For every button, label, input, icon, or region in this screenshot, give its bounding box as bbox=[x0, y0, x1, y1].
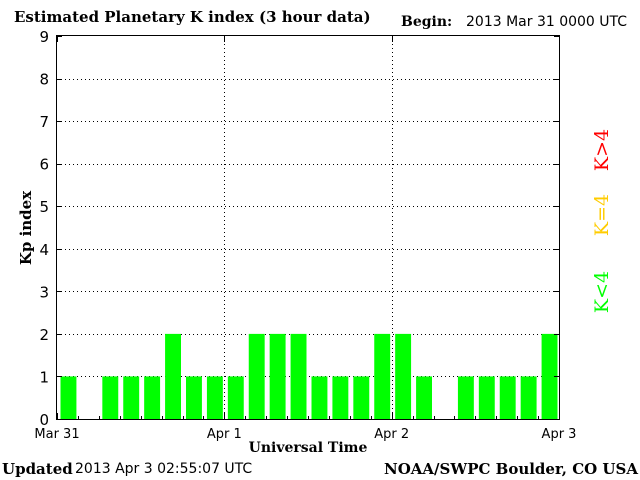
updated-value: 2013 Apr 3 02:55:07 UTC bbox=[75, 461, 253, 477]
y-axis-label: Kp index bbox=[17, 190, 35, 266]
kp-bar bbox=[353, 376, 370, 419]
y-tick-label: 4 bbox=[39, 241, 49, 259]
begin-label: Begin: bbox=[401, 14, 453, 30]
kp-bar bbox=[186, 376, 202, 419]
grid-lines bbox=[57, 36, 559, 419]
kp-bar bbox=[374, 333, 391, 419]
kp-bar bbox=[206, 376, 223, 419]
kp-bar bbox=[144, 376, 161, 419]
kp-bar bbox=[332, 376, 349, 419]
y-tick-label: 6 bbox=[39, 156, 49, 174]
y-tick-label: 0 bbox=[39, 411, 49, 429]
y-tick-label: 3 bbox=[39, 283, 49, 301]
kp-bar bbox=[290, 333, 307, 419]
x-axis-label: Universal Time bbox=[248, 440, 368, 456]
kp-bar bbox=[395, 333, 412, 419]
kp-bar bbox=[416, 376, 432, 419]
kp-bar bbox=[248, 333, 265, 419]
y-axis: 0 1 2 3 4 5 6 7 8 9 bbox=[39, 28, 559, 429]
kp-bar bbox=[102, 376, 119, 419]
y-tick-label: 8 bbox=[39, 71, 49, 89]
kp-bar bbox=[311, 376, 328, 419]
credit-text: NOAA/SWPC Boulder, CO USA bbox=[383, 460, 638, 478]
plot-frame bbox=[56, 35, 560, 420]
kp-bar bbox=[165, 333, 181, 419]
legend-equal: K=4 bbox=[591, 193, 613, 237]
kp-bar bbox=[541, 333, 558, 419]
x-tick-label: Apr 3 bbox=[542, 427, 577, 442]
updated-label: Updated bbox=[2, 460, 73, 478]
y-tick-label: 7 bbox=[39, 113, 49, 131]
y-tick-label: 9 bbox=[39, 28, 49, 46]
kp-bar bbox=[520, 376, 537, 419]
kp-bar bbox=[457, 376, 474, 419]
legend-low: K<4 bbox=[591, 270, 613, 314]
kp-bar bbox=[269, 333, 286, 419]
x-tick-label: Apr 2 bbox=[374, 427, 409, 442]
x-tick-label: Mar 31 bbox=[34, 427, 79, 442]
bar-series bbox=[60, 333, 558, 419]
kp-bar bbox=[227, 376, 244, 419]
kp-bar bbox=[499, 376, 516, 419]
legend-high: K>4 bbox=[591, 128, 613, 172]
begin-value: 2013 Mar 31 0000 UTC bbox=[466, 14, 628, 30]
y-tick-label: 1 bbox=[39, 368, 49, 386]
chart-title: Estimated Planetary K index (3 hour data… bbox=[14, 8, 371, 26]
x-axis: Mar 31 Apr 1 Apr 2 Apr 3 bbox=[34, 36, 576, 442]
kp-bar bbox=[478, 376, 495, 419]
y-tick-label: 5 bbox=[39, 198, 49, 216]
kp-bar bbox=[60, 376, 77, 419]
x-tick-label: Apr 1 bbox=[207, 427, 242, 442]
kp-bar bbox=[123, 376, 140, 419]
y-tick-label: 2 bbox=[39, 326, 49, 344]
